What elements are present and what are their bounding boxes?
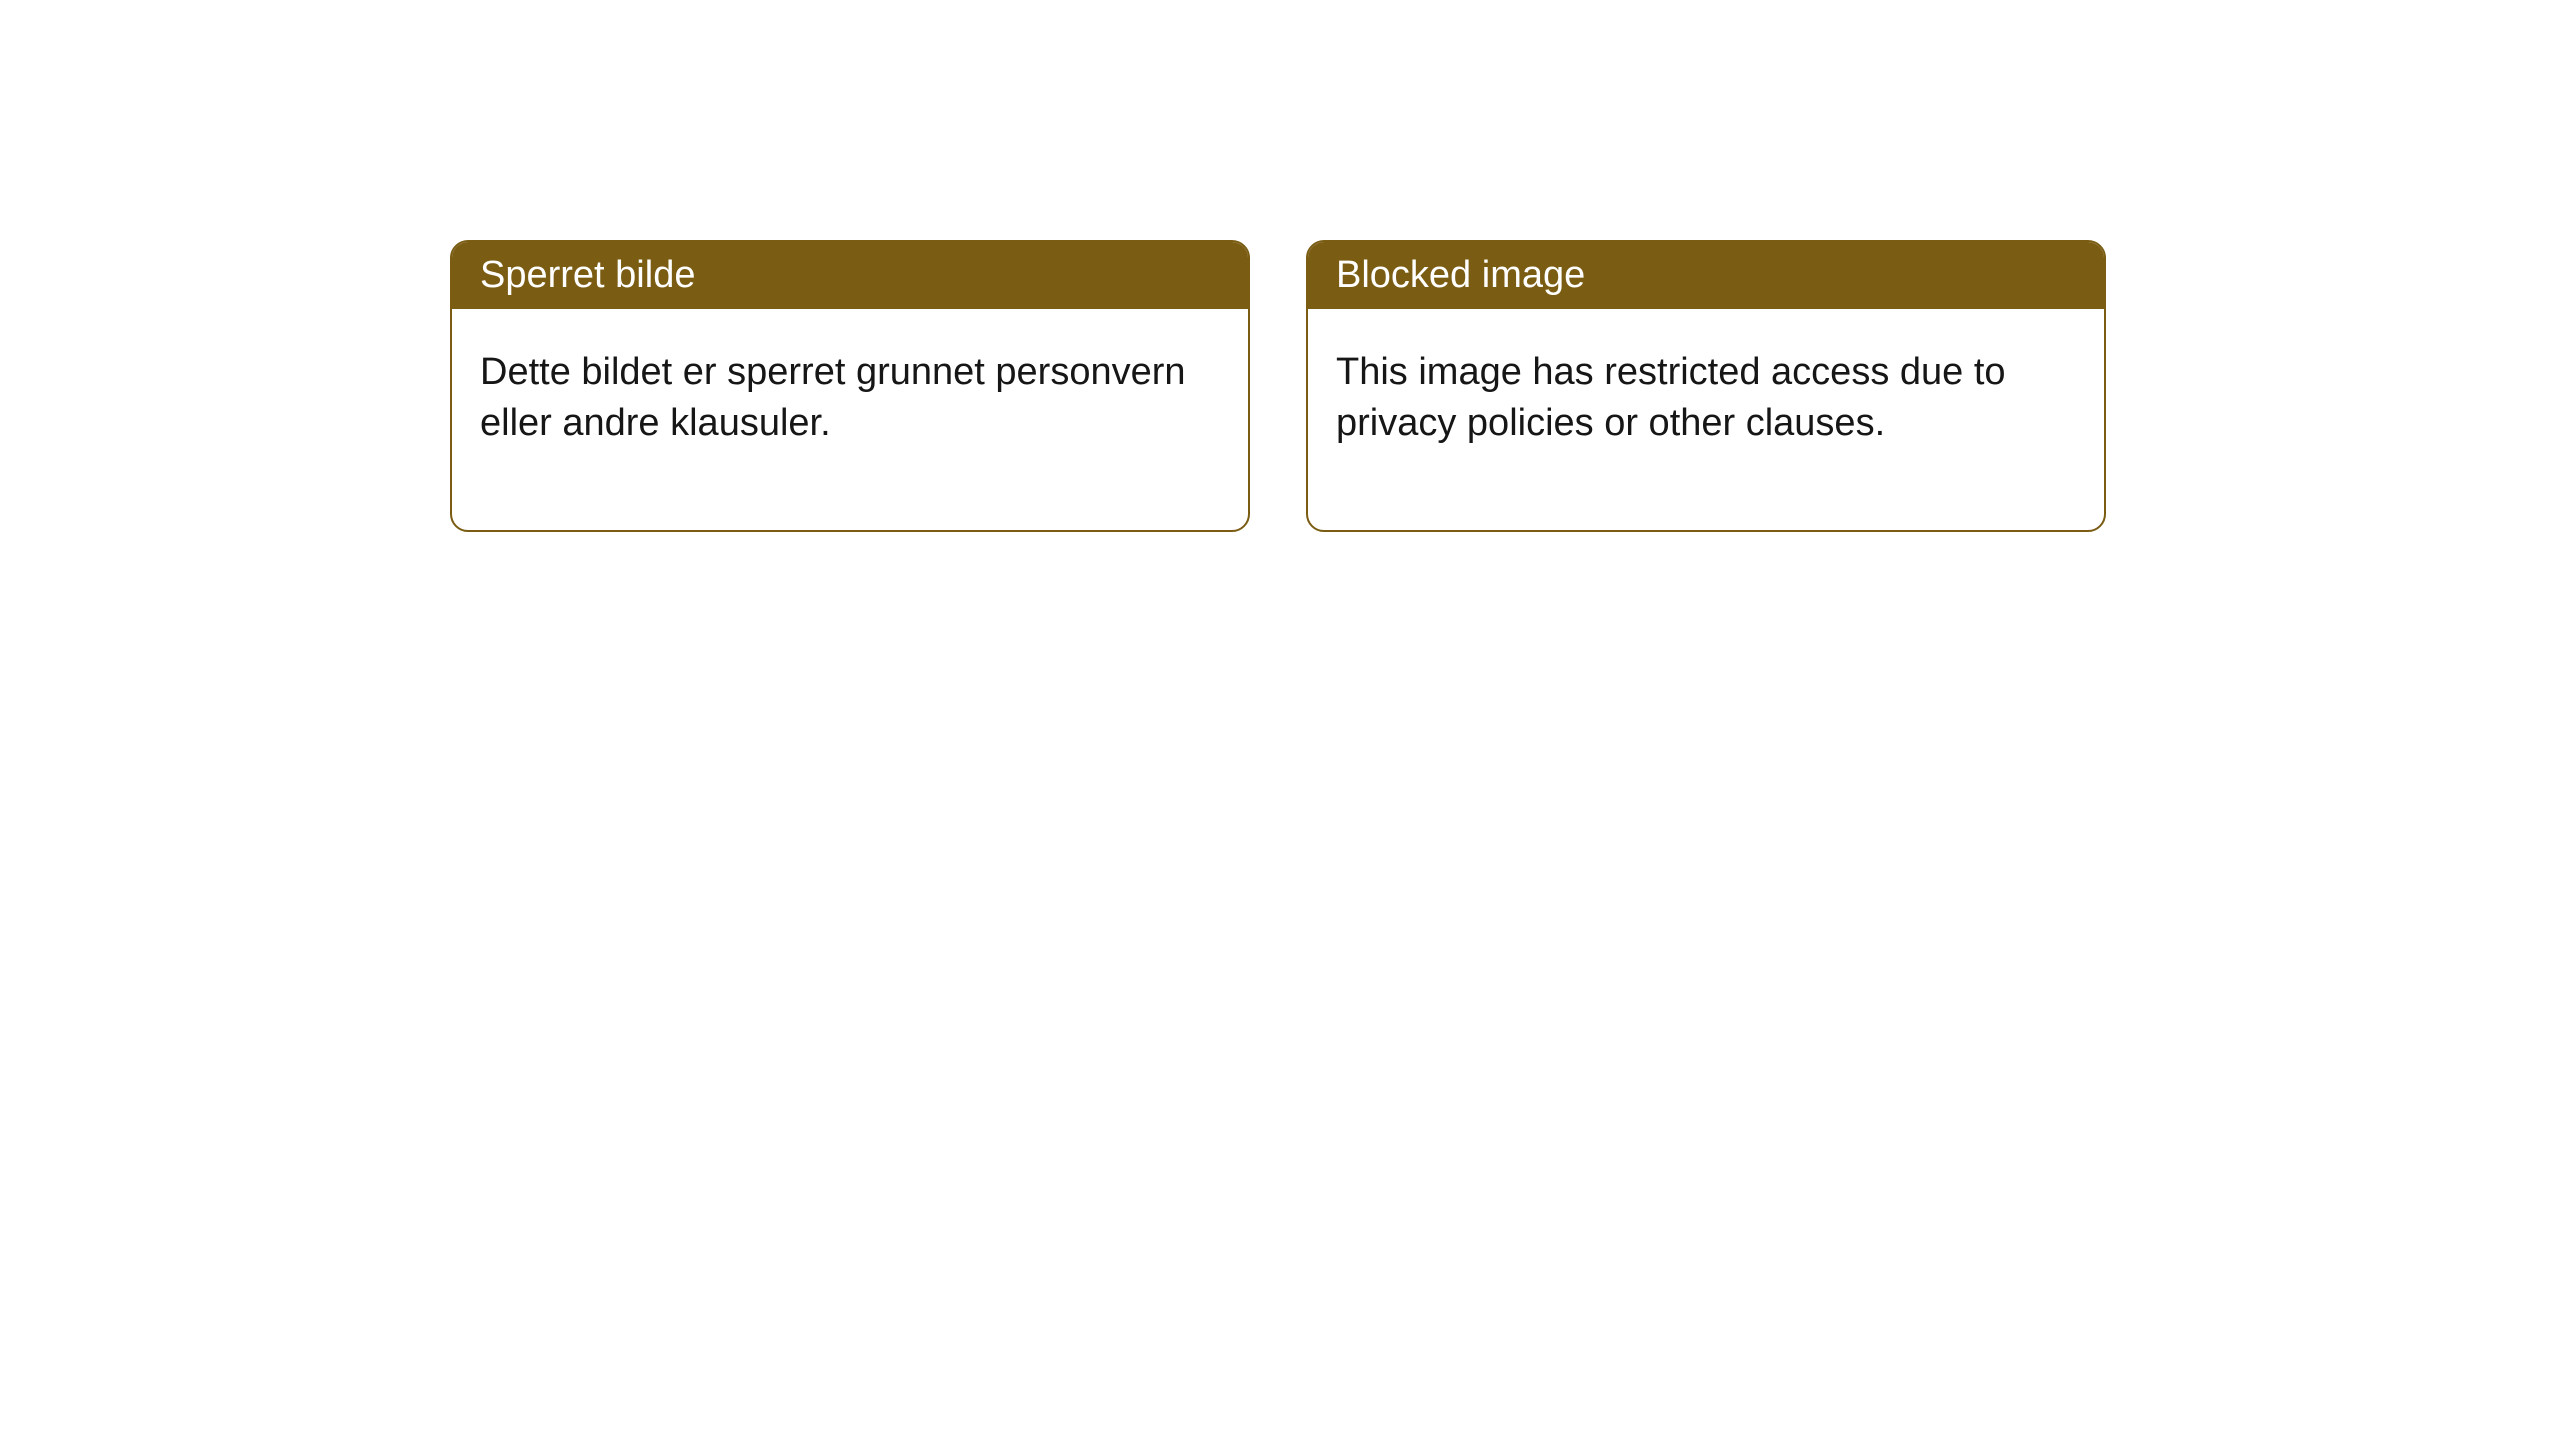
card-header-no: Sperret bilde bbox=[452, 242, 1248, 309]
card-body-en: This image has restricted access due to … bbox=[1308, 309, 2104, 530]
card-header-en: Blocked image bbox=[1308, 242, 2104, 309]
card-body-no: Dette bildet er sperret grunnet personve… bbox=[452, 309, 1248, 530]
blocked-image-card-en: Blocked image This image has restricted … bbox=[1306, 240, 2106, 532]
blocked-image-cards: Sperret bilde Dette bildet er sperret gr… bbox=[450, 240, 2106, 532]
blocked-image-card-no: Sperret bilde Dette bildet er sperret gr… bbox=[450, 240, 1250, 532]
